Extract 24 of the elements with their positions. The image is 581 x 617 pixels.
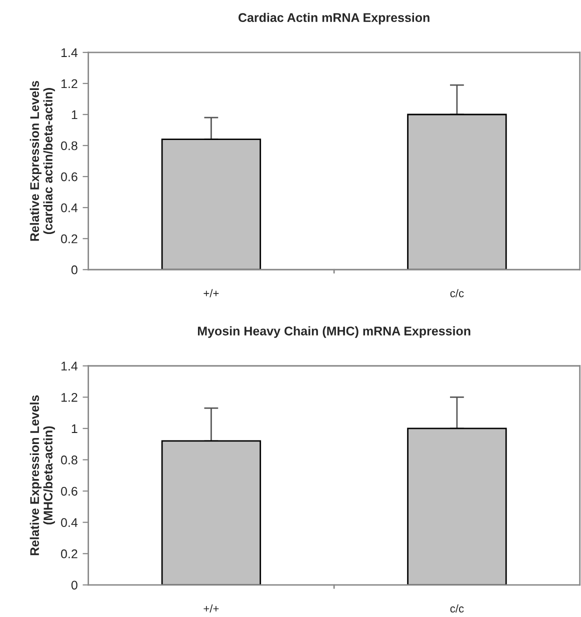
chart-title: Cardiac Actin mRNA Expression: [238, 12, 430, 24]
y-tick-label: 1.4: [61, 362, 78, 370]
y-tick-label: 0.6: [61, 486, 78, 496]
x-tick-label: c/c: [450, 289, 464, 298]
x-tick-label: +/+: [204, 604, 219, 613]
x-tick-label: c/c: [450, 604, 464, 613]
y-axis-title: Relative Expression Levels (MHC/beta-actin): [30, 395, 55, 556]
y-tick-label: 0: [71, 580, 78, 590]
y-tick-label: 0.2: [61, 234, 78, 244]
y-axis-title: Relative Expression Levels (cardiac actin/beta-actin): [30, 80, 55, 241]
y-tick-label: 0.4: [61, 203, 78, 212]
y-tick-label: 1: [72, 424, 78, 433]
y-tick-label: 0.6: [61, 172, 78, 182]
y-tick-label: 1.4: [61, 48, 78, 57]
x-tick-label: +/+: [204, 289, 219, 298]
y-tick-label: 1.2: [61, 79, 78, 88]
y-tick-label: 0: [71, 265, 78, 274]
y-tick-label: 0.4: [61, 518, 78, 527]
y-tick-label: 1.2: [61, 392, 78, 402]
chart-title: Myosin Heavy Chain (MHC) mRNA Expression: [198, 326, 470, 338]
y-tick-label: 0.8: [61, 141, 78, 150]
y-tick-label: 0.2: [61, 549, 78, 558]
y-tick-label: 1: [72, 110, 78, 120]
y-tick-label: 0.8: [61, 456, 78, 464]
